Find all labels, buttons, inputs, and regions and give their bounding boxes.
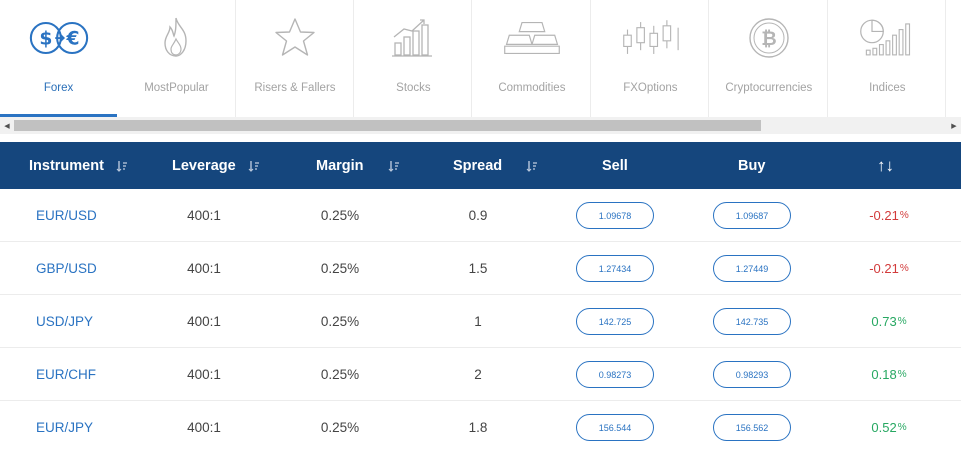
sort-icon[interactable]: [388, 160, 400, 172]
leverage-value: 400:1: [187, 314, 221, 329]
svg-text:$: $: [39, 29, 52, 50]
category-tabs: $ € Forex MostPopular Risers & Fallers: [0, 0, 961, 117]
tab-label: Forex: [43, 82, 74, 94]
scrollbar-thumb[interactable]: [14, 120, 761, 131]
sort-icon[interactable]: [116, 160, 128, 172]
buy-button[interactable]: 156.562: [713, 414, 791, 441]
table-row: EUR/JPY 400:1 0.25% 1.8 156.544 156.562 …: [0, 401, 961, 449]
candlestick-icon: [620, 12, 680, 64]
leverage-value: 400:1: [187, 367, 221, 382]
sell-button[interactable]: 0.98273: [576, 361, 654, 388]
table-row: USD/JPY 400:1 0.25% 1 142.725 142.735 0.…: [0, 295, 961, 348]
column-header-change[interactable]: ↑↓: [877, 142, 894, 189]
tab-label: Cryptocurrencies: [725, 82, 813, 94]
spread-value: 2: [474, 367, 482, 382]
buy-button[interactable]: 1.27449: [713, 255, 791, 282]
spread-value: 0.9: [468, 208, 488, 223]
star-icon: [265, 12, 325, 64]
table-row: EUR/CHF 400:1 0.25% 2 0.98273 0.98293 0.…: [0, 348, 961, 401]
column-header-instrument[interactable]: Instrument: [29, 142, 128, 189]
tab-label: Commodities: [498, 82, 566, 94]
tab-most-popular[interactable]: MostPopular: [118, 0, 236, 117]
sell-button[interactable]: 142.725: [576, 308, 654, 335]
leverage-value: 400:1: [187, 261, 221, 276]
tab-more-partial[interactable]: [947, 0, 960, 117]
column-header-margin[interactable]: Margin: [316, 142, 400, 189]
tab-indices[interactable]: Indices: [829, 0, 947, 117]
sell-button[interactable]: 1.27434: [576, 255, 654, 282]
margin-value: 0.25%: [320, 208, 360, 223]
buy-button[interactable]: 0.98293: [713, 361, 791, 388]
change-value: -0.21%: [869, 208, 909, 223]
flame-icon: [146, 12, 206, 64]
tab-label: MostPopular: [144, 82, 209, 94]
scroll-left-arrow-icon[interactable]: ◀: [4, 122, 10, 130]
tab-fxoptions[interactable]: FXOptions: [592, 0, 710, 117]
column-header-leverage[interactable]: Leverage: [172, 142, 260, 189]
change-value: 0.18%: [871, 367, 907, 382]
tab-label: Stocks: [396, 82, 431, 94]
change-value: 0.52%: [871, 420, 907, 435]
sell-button[interactable]: 156.544: [576, 414, 654, 441]
bar-chart-growth-icon: [383, 12, 443, 64]
spread-value: 1.5: [468, 261, 488, 276]
instrument-link[interactable]: GBP/USD: [36, 261, 97, 276]
instrument-link[interactable]: EUR/JPY: [36, 420, 94, 435]
instrument-link[interactable]: USD/JPY: [36, 314, 94, 329]
column-header-buy: Buy: [738, 157, 766, 174]
buy-button[interactable]: 142.735: [713, 308, 791, 335]
margin-value: 0.25%: [320, 367, 360, 382]
change-value: 0.73%: [871, 314, 907, 329]
gold-bars-icon: [502, 12, 562, 64]
sort-icon[interactable]: [526, 160, 538, 172]
tab-stocks[interactable]: Stocks: [355, 0, 473, 117]
tab-cryptocurrencies[interactable]: ₿ Cryptocurrencies: [710, 0, 828, 117]
margin-value: 0.25%: [320, 261, 360, 276]
sort-arrows-icon: ↑↓: [877, 155, 894, 175]
tab-label: Indices: [869, 82, 906, 94]
column-header-sell: Sell: [602, 157, 628, 174]
margin-value: 0.25%: [320, 420, 360, 435]
tab-commodities[interactable]: Commodities: [473, 0, 591, 117]
table-row: GBP/USD 400:1 0.25% 1.5 1.27434 1.27449 …: [0, 242, 961, 295]
table-header: Instrument Leverage Margin Spread Sell B…: [0, 142, 961, 189]
dollar-euro-exchange-icon: $ €: [29, 12, 89, 64]
buy-button[interactable]: 1.09687: [713, 202, 791, 229]
scroll-right-arrow-icon[interactable]: ▶: [951, 122, 957, 130]
leverage-value: 400:1: [187, 420, 221, 435]
margin-value: 0.25%: [320, 314, 360, 329]
pie-bar-chart-icon: [857, 12, 917, 64]
tab-label: FXOptions: [623, 82, 678, 94]
instrument-link[interactable]: EUR/USD: [36, 208, 97, 223]
tab-risers-fallers[interactable]: Risers & Fallers: [236, 0, 354, 117]
instrument-link[interactable]: EUR/CHF: [36, 367, 96, 382]
svg-text:€: €: [65, 29, 79, 50]
horizontal-scrollbar[interactable]: ◀ ▶: [0, 117, 961, 134]
spread-value: 1.8: [468, 420, 488, 435]
tab-forex[interactable]: $ € Forex: [0, 0, 118, 117]
sort-icon[interactable]: [248, 160, 260, 172]
sell-button[interactable]: 1.09678: [576, 202, 654, 229]
tab-label: Risers & Fallers: [254, 82, 336, 94]
bitcoin-icon: ₿: [739, 12, 799, 64]
change-value: -0.21%: [869, 261, 909, 276]
svg-text:₿: ₿: [761, 28, 776, 50]
leverage-value: 400:1: [187, 208, 221, 223]
column-header-spread[interactable]: Spread: [453, 142, 538, 189]
table-row: EUR/USD 400:1 0.25% 0.9 1.09678 1.09687 …: [0, 189, 961, 242]
spread-value: 1: [474, 314, 482, 329]
